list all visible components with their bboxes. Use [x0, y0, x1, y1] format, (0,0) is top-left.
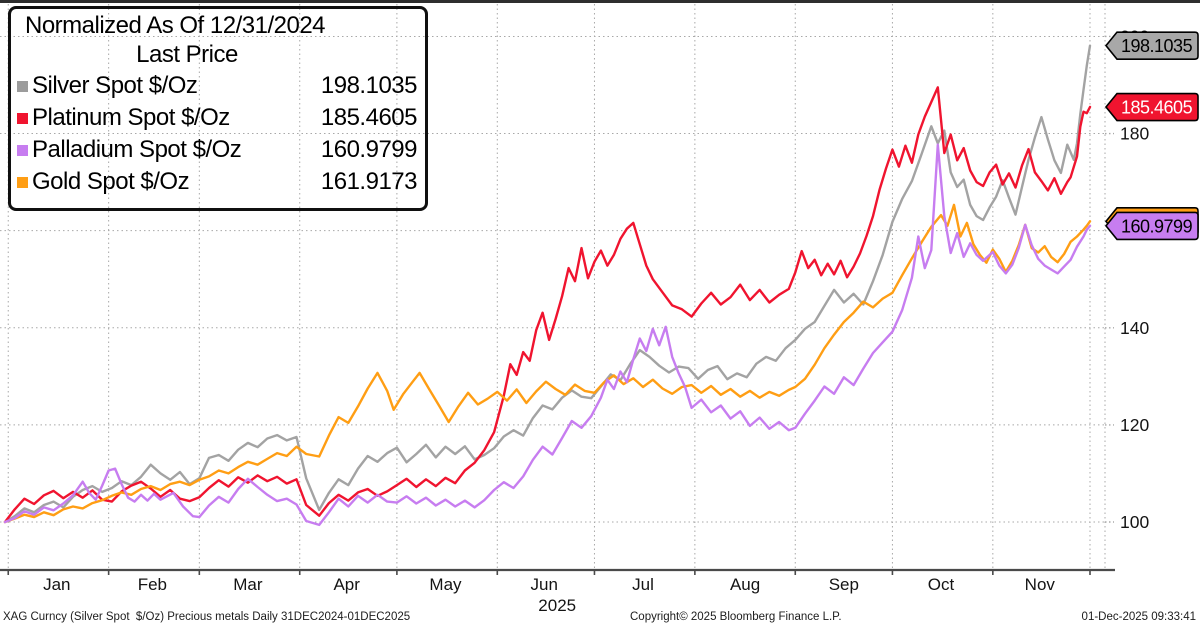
window-top-border: [0, 0, 1200, 3]
svg-text:160.9799: 160.9799: [1121, 216, 1193, 236]
x-axis-month-label: Oct: [927, 575, 955, 594]
axis-tag-palladium: 160.9799: [1104, 211, 1199, 241]
chart-legend: Normalized As Of 12/31/2024 Last Price S…: [8, 6, 428, 211]
legend-item-gold[interactable]: Gold Spot $/Oz 161.9173: [17, 166, 418, 198]
legend-series-value: 160.9799: [320, 136, 418, 163]
x-axis-month-label: Jun: [530, 575, 558, 594]
legend-series-value: 185.4605: [320, 104, 418, 131]
x-axis-month-label: May: [429, 575, 462, 594]
x-axis-month-label: Aug: [729, 575, 761, 594]
legend-series-value: 161.9173: [320, 168, 418, 195]
legend-series-name: Platinum Spot $/Oz: [32, 104, 230, 131]
palladium-swatch-icon: [17, 144, 28, 156]
legend-item-silver[interactable]: Silver Spot $/Oz 198.1035: [17, 70, 418, 102]
legend-series-name: Palladium Spot $/Oz: [32, 136, 242, 163]
legend-subtitle: Last Price: [136, 41, 238, 68]
x-axis-year-label: 2025: [538, 596, 577, 615]
legend-item-platinum[interactable]: Platinum Spot $/Oz 185.4605: [17, 102, 418, 134]
legend-series-name: Gold Spot $/Oz: [32, 168, 190, 195]
x-axis-month-label: Apr: [333, 575, 360, 594]
x-axis-month-label: Jan: [43, 575, 71, 594]
footer-security-info: XAG Curncy (Silver Spot $/Oz) Precious m…: [3, 611, 411, 623]
y-axis-tick-label: 140: [1120, 318, 1149, 338]
silver-swatch-icon: [17, 80, 28, 92]
x-axis-month-label: Sep: [828, 575, 859, 594]
svg-text:185.4605: 185.4605: [1121, 98, 1193, 118]
x-axis-month-label: Nov: [1024, 575, 1055, 594]
x-axis-month-label: Feb: [137, 575, 168, 594]
svg-text:198.1035: 198.1035: [1121, 36, 1193, 56]
legend-item-palladium[interactable]: Palladium Spot $/Oz 160.9799: [17, 134, 418, 166]
series-line-gold[interactable]: [3, 203, 1092, 524]
gold-swatch-icon: [17, 176, 28, 188]
y-axis-tick-label: 100: [1120, 512, 1149, 532]
x-axis-month-label: Mar: [233, 575, 263, 594]
x-axis-month-label: Jul: [632, 575, 654, 594]
legend-series-value: 198.1035: [320, 72, 418, 99]
legend-series-name: Silver Spot $/Oz: [32, 72, 198, 99]
series-line-palladium[interactable]: [3, 143, 1092, 527]
y-axis-tick-label: 120: [1120, 415, 1149, 435]
platinum-swatch-icon: [17, 112, 28, 124]
legend-title: Normalized As Of 12/31/2024: [25, 12, 326, 39]
footer-timestamp: 01-Dec-2025 09:33:41: [1081, 611, 1196, 623]
series-line-platinum[interactable]: [3, 86, 1092, 524]
footer-copyright: Copyright© 2025 Bloomberg Finance L.P.: [630, 611, 842, 623]
axis-tag-platinum: 185.4605: [1104, 92, 1199, 122]
y-axis-tick-label: 180: [1120, 124, 1149, 144]
axis-tag-silver: 198.1035: [1104, 31, 1199, 60]
